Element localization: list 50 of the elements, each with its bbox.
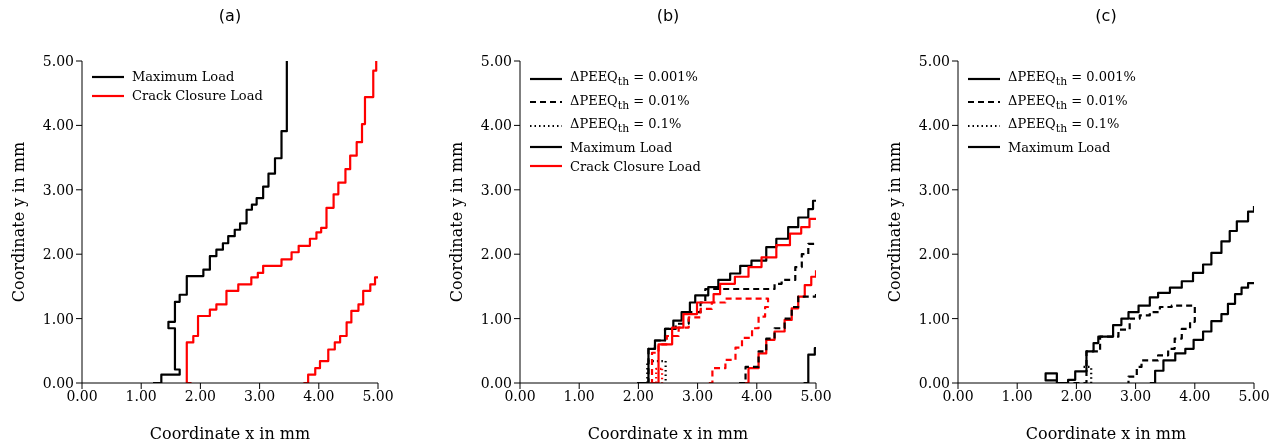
chart-title: (a): [217, 6, 243, 25]
x-tick-label: 1.00: [563, 387, 595, 404]
x-tick-label: 3.00: [682, 387, 714, 404]
x-tick-label: 2.00: [184, 387, 216, 404]
x-tick-label: 3.00: [1120, 387, 1152, 404]
y-tick-label: 1.00: [42, 310, 74, 327]
y-tick-label: 3.00: [918, 181, 950, 198]
chart-title: (b): [655, 6, 681, 25]
x-tick-label: 5.00: [1238, 387, 1270, 404]
legend-label: Maximum Load: [570, 138, 673, 157]
y-tick-label: 2.00: [42, 246, 74, 263]
x-tick-label: 4.00: [1179, 387, 1211, 404]
x-tick-label: 4.00: [741, 387, 773, 404]
legend-label: ΔPEEQ$_{th}$ = 0.001%: [570, 68, 698, 90]
x-tick-label: 2.00: [622, 387, 654, 404]
y-tick-label: 3.00: [42, 181, 74, 198]
y-tick-label: 2.00: [480, 246, 512, 263]
x-axis-title: Coordinate x in mm: [149, 424, 311, 441]
legend-label: ΔPEEQ$_{th}$ = 0.1%: [1008, 115, 1120, 137]
y-tick-label: 5.00: [42, 52, 74, 69]
y-axis-title: Coordinate y in mm: [8, 141, 28, 303]
legend-label: ΔPEEQ$_{th}$ = 0.01%: [570, 91, 690, 114]
y-tick-label: 4.00: [918, 117, 950, 134]
y-tick-label: 3.00: [480, 181, 512, 198]
legend-label: Crack Closure Load: [132, 87, 263, 105]
legend-label: Maximum Load: [132, 68, 235, 86]
x-tick-label: 3.00: [244, 387, 276, 404]
x-tick-label: 2.00: [1060, 387, 1092, 404]
y-tick-label: 2.00: [918, 246, 950, 263]
y-tick-label: 4.00: [480, 117, 512, 134]
x-tick-label: 5.00: [800, 387, 832, 404]
x-tick-label: 1.00: [125, 387, 157, 404]
x-tick-label: 4.00: [303, 387, 335, 404]
x-tick-label: 5.00: [362, 387, 394, 404]
y-tick-label: 5.00: [918, 52, 950, 69]
legend-label: Crack Closure Load: [570, 157, 701, 176]
chart-title: (c): [1094, 6, 1118, 25]
legend-label: ΔPEEQ$_{th}$ = 0.01%: [1008, 91, 1128, 114]
legend-label: ΔPEEQ$_{th}$ = 0.1%: [570, 115, 682, 137]
x-axis-title: Coordinate x in mm: [1025, 424, 1187, 441]
x-axis-title: Coordinate x in mm: [587, 424, 749, 441]
y-tick-label: 4.00: [42, 117, 74, 134]
legend-label: ΔPEEQ$_{th}$ = 0.001%: [1008, 68, 1136, 90]
y-tick-label: 5.00: [480, 52, 512, 69]
y-axis-title: Coordinate y in mm: [884, 141, 904, 303]
legend-label: Maximum Load: [1008, 138, 1111, 157]
y-tick-label: 1.00: [480, 310, 512, 327]
y-tick-label: 1.00: [918, 310, 950, 327]
x-tick-label: 1.00: [1001, 387, 1033, 404]
y-axis-title: Coordinate y in mm: [446, 141, 466, 303]
